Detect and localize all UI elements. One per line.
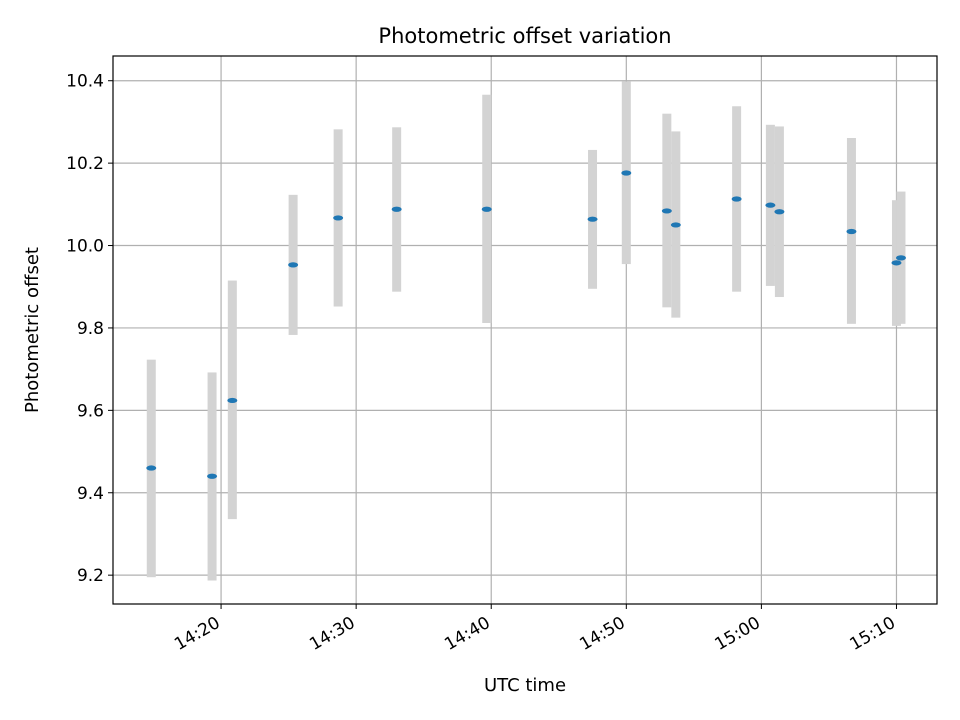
chart-title: Photometric offset variation (378, 24, 671, 48)
point-layer (146, 170, 906, 479)
x-axis-label: UTC time (484, 675, 566, 696)
data-point (146, 465, 157, 471)
data-point (774, 209, 785, 215)
data-point (207, 473, 218, 479)
plot-frame (112, 55, 938, 605)
data-point (391, 206, 402, 212)
data-point (481, 206, 492, 212)
y-axis-label: Photometric offset (22, 247, 43, 413)
data-point (333, 215, 344, 221)
data-point (846, 228, 857, 235)
y-tick-label: 10.0 (66, 237, 104, 257)
y-tick-label: 10.2 (66, 154, 104, 174)
y-tick-label: 10.4 (66, 72, 104, 92)
data-point (661, 208, 672, 214)
data-point (621, 170, 632, 176)
data-point (731, 196, 742, 202)
data-point (891, 260, 902, 266)
data-point (288, 262, 299, 268)
y-tick-label: 9.4 (77, 484, 104, 504)
y-tick-label: 9.2 (77, 566, 104, 586)
data-point (227, 397, 238, 404)
data-point (895, 255, 906, 261)
y-tick-label: 9.6 (77, 401, 104, 421)
y-tick-label: 9.8 (77, 319, 104, 339)
data-point (670, 222, 681, 228)
data-point (765, 202, 776, 208)
data-point (587, 216, 598, 222)
